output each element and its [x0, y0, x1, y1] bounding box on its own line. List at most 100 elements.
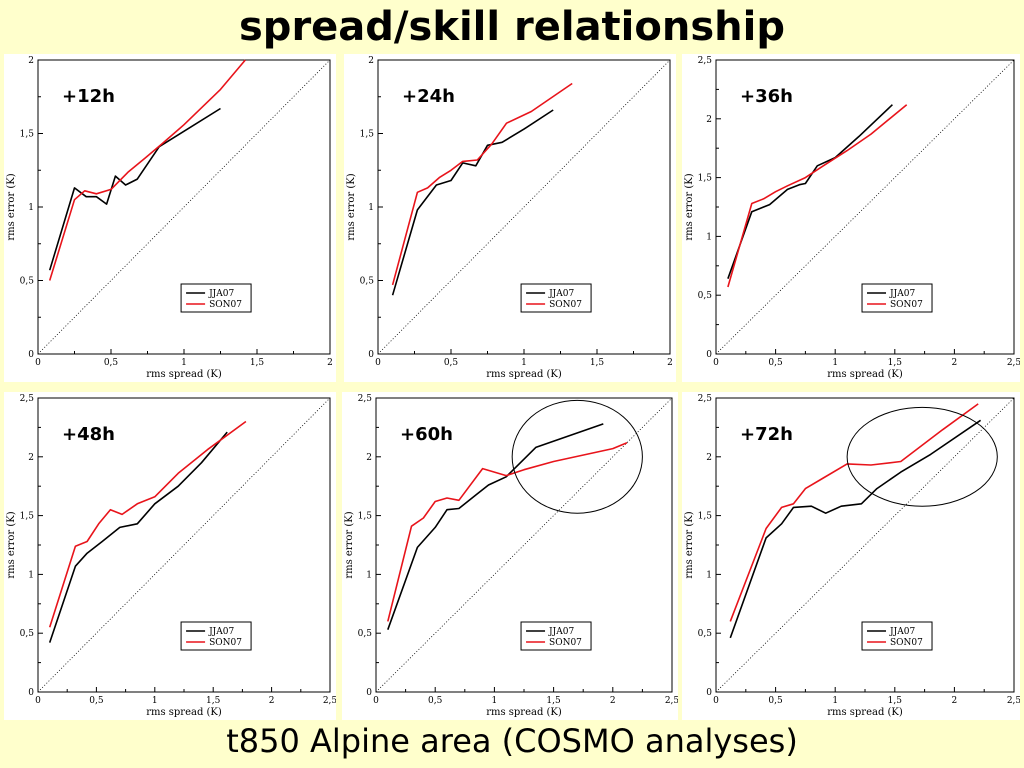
legend-box [520, 283, 592, 313]
page-title: spread/skill relationship [239, 4, 785, 50]
y-axis-label: rms error (K) [6, 173, 17, 240]
footer-caption: t850 Alpine area (COSMO analyses) [226, 722, 798, 760]
legend-entry-jja07: JJA07 [208, 627, 234, 637]
series-line-jja07 [391, 109, 554, 296]
diagonal-reference-line [715, 59, 1015, 355]
legend-box [861, 621, 933, 651]
series-line-son07 [48, 420, 247, 628]
diagonal-reference-line [377, 59, 671, 355]
legend-box [180, 283, 252, 313]
chart-panel-12h: 0 0,5 1 1,5 2 0 0,5 1 1,5 2 rms spread (K) rms erro… [4, 54, 336, 382]
x-tick-label: 2,5 [1007, 358, 1020, 368]
y-tick-label: 2 [706, 115, 712, 125]
x-tick-label: 1,5 [250, 358, 265, 368]
chart-panel-60h: 0 0,5 1 1,5 2 2,5 0 0,5 1 1,5 2 2,5 rms spread (K) rm… [342, 392, 678, 720]
x-axis-label: rms spread (K) [486, 369, 562, 380]
y-tick-label: 2 [28, 453, 34, 463]
y-tick-label: 0,5 [698, 291, 713, 301]
legend-entry-jja07: JJA07 [889, 627, 915, 637]
y-tick-label: 0,5 [698, 629, 713, 639]
x-tick-label: 2,5 [1007, 696, 1020, 706]
x-axis-label: rms spread (K) [146, 369, 222, 380]
y-tick-label: 1 [28, 570, 34, 580]
legend-entry-son07: SON07 [549, 300, 582, 310]
series-line-jja07 [48, 431, 228, 643]
y-tick-label: 1,5 [360, 130, 375, 140]
legend-entry-jja07: JJA07 [548, 627, 574, 637]
y-tick-label: 0,5 [358, 629, 373, 639]
y-tick-label: 0 [366, 688, 372, 698]
x-tick-label: 2,5 [665, 696, 678, 706]
panel-label: +36h [740, 86, 793, 107]
legend-entry-son07: SON07 [549, 638, 582, 648]
y-tick-label: 0 [28, 350, 34, 360]
y-tick-label: 2,5 [358, 394, 373, 404]
y-tick-label: 0 [368, 350, 374, 360]
y-axis-label: rms error (K) [684, 173, 695, 240]
series-line-son07 [727, 104, 908, 288]
x-tick-label: 0 [35, 358, 41, 368]
series-line-son07 [391, 82, 573, 286]
legend-entry-son07: SON07 [209, 300, 242, 310]
y-tick-label: 0,5 [360, 277, 375, 287]
diagonal-reference-line [37, 59, 331, 355]
y-axis-label: rms error (K) [6, 511, 17, 578]
x-axis-label: rms spread (K) [146, 707, 222, 718]
x-tick-label: 1 [521, 358, 527, 368]
x-tick-label: 2 [610, 696, 616, 706]
y-tick-label: 0,5 [20, 629, 35, 639]
legend-entry-jja07: JJA07 [889, 289, 915, 299]
y-axis-label: rms error (K) [344, 511, 355, 578]
x-tick-label: 2 [327, 358, 333, 368]
x-tick-label: 0 [713, 696, 719, 706]
x-tick-label: 1 [492, 696, 498, 706]
y-tick-label: 2 [28, 56, 34, 66]
x-tick-label: 1,5 [888, 696, 903, 706]
x-tick-label: 1,5 [546, 696, 561, 706]
x-axis-label: rms spread (K) [827, 369, 903, 380]
x-tick-label: 0 [35, 696, 41, 706]
chart-panel-36h: 0 0,5 1 1,5 2 2,5 0 0,5 1 1,5 2 2,5 rms spread (K) rm… [682, 54, 1020, 382]
panel-label: +12h [62, 86, 115, 107]
x-tick-label: 0 [713, 358, 719, 368]
y-axis-label: rms error (K) [684, 511, 695, 578]
legend-entry-son07: SON07 [890, 638, 923, 648]
panel-label: +60h [400, 424, 453, 445]
legend-box [861, 283, 933, 313]
series-line-son07 [729, 403, 979, 622]
y-tick-label: 1 [706, 232, 712, 242]
x-tick-label: 0,5 [104, 358, 119, 368]
x-axis-label: rms spread (K) [827, 707, 903, 718]
x-tick-label: 0,5 [428, 696, 443, 706]
series-line-jja07 [727, 104, 893, 279]
diagonal-reference-line [715, 397, 1015, 693]
y-tick-label: 1 [366, 570, 372, 580]
x-tick-label: 1 [152, 696, 158, 706]
y-tick-label: 2 [368, 56, 374, 66]
series-line-jja07 [387, 423, 604, 630]
x-tick-label: 2 [667, 358, 673, 368]
y-tick-label: 1,5 [358, 512, 373, 522]
series-line-jja07 [48, 107, 221, 271]
y-tick-label: 0 [706, 688, 712, 698]
x-tick-label: 0,5 [768, 696, 783, 706]
y-tick-label: 2,5 [20, 394, 35, 404]
x-tick-label: 0 [373, 696, 379, 706]
series-line-jja07 [729, 419, 982, 639]
x-tick-label: 1,5 [206, 696, 221, 706]
highlight-ellipse [846, 406, 998, 507]
legend-entry-jja07: JJA07 [208, 289, 234, 299]
y-tick-label: 2,5 [698, 394, 713, 404]
y-tick-label: 1 [28, 203, 34, 213]
y-tick-label: 2 [706, 453, 712, 463]
x-tick-label: 2,5 [323, 696, 336, 706]
y-tick-label: 0 [706, 350, 712, 360]
panel-label: +48h [62, 424, 115, 445]
y-tick-label: 2,5 [698, 56, 713, 66]
legend-box [520, 621, 592, 651]
diagonal-reference-line [375, 397, 673, 693]
y-tick-label: 0 [28, 688, 34, 698]
x-tick-label: 1,5 [888, 358, 903, 368]
x-tick-label: 0,5 [768, 358, 783, 368]
highlight-ellipse [511, 399, 643, 514]
